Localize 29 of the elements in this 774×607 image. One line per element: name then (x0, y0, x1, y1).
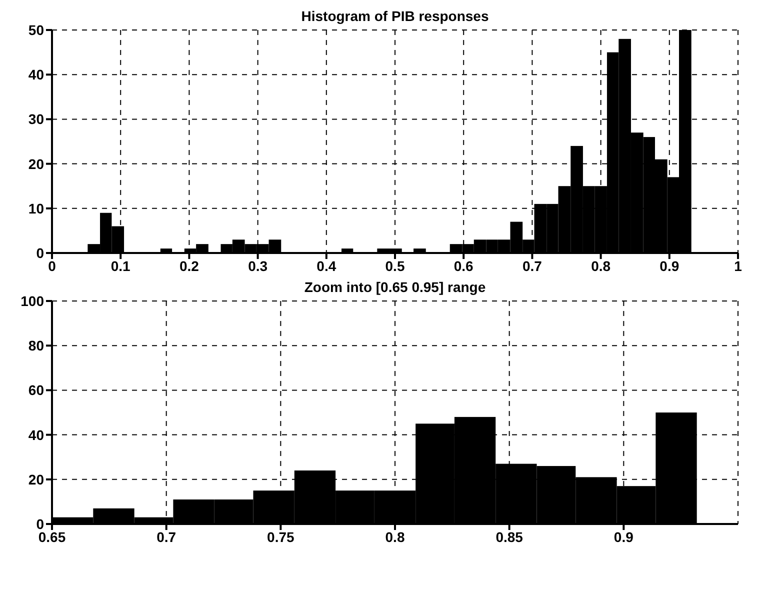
x-tick-label: 0.6 (454, 258, 474, 274)
x-tick-label: 0 (48, 258, 56, 274)
y-tick-label: 100 (20, 292, 44, 309)
chart-title: Histogram of PIB responses (300, 8, 490, 24)
x-tick-label: 0.7 (522, 258, 542, 274)
y-tick-label: 40 (28, 66, 44, 83)
x-tick-label: 0.3 (248, 258, 268, 274)
x-tick-label: 0.85 (496, 528, 524, 545)
x-tick-label: 0.9 (614, 528, 634, 545)
x-tick-label: 0.8 (591, 258, 611, 274)
y-tick-label: 20 (28, 471, 44, 488)
y-tick-label: 0 (36, 244, 44, 261)
y-tick-label: 50 (28, 22, 44, 38)
x-tick-label: 0.75 (267, 528, 295, 545)
y-tick-label: 10 (28, 200, 44, 216)
y-tick-label: 30 (28, 111, 44, 128)
x-tick-label: 0.7 (156, 528, 176, 545)
x-tick-label: 1 (734, 258, 742, 274)
chart-title: Zoom into [0.65 0.95] range (303, 279, 487, 295)
x-tick-label: 0.2 (179, 258, 200, 274)
x-tick-label: 0.8 (385, 528, 405, 545)
y-tick-label: 60 (28, 382, 44, 398)
x-tick-label: 0.5 (385, 258, 405, 274)
x-tick-label: 0.4 (316, 258, 336, 274)
y-tick-label: 40 (28, 426, 44, 443)
x-tick-label: 0.9 (660, 258, 680, 274)
y-tick-label: 20 (28, 156, 44, 172)
x-tick-label: 0.1 (110, 258, 131, 274)
y-tick-label: 80 (28, 338, 44, 354)
